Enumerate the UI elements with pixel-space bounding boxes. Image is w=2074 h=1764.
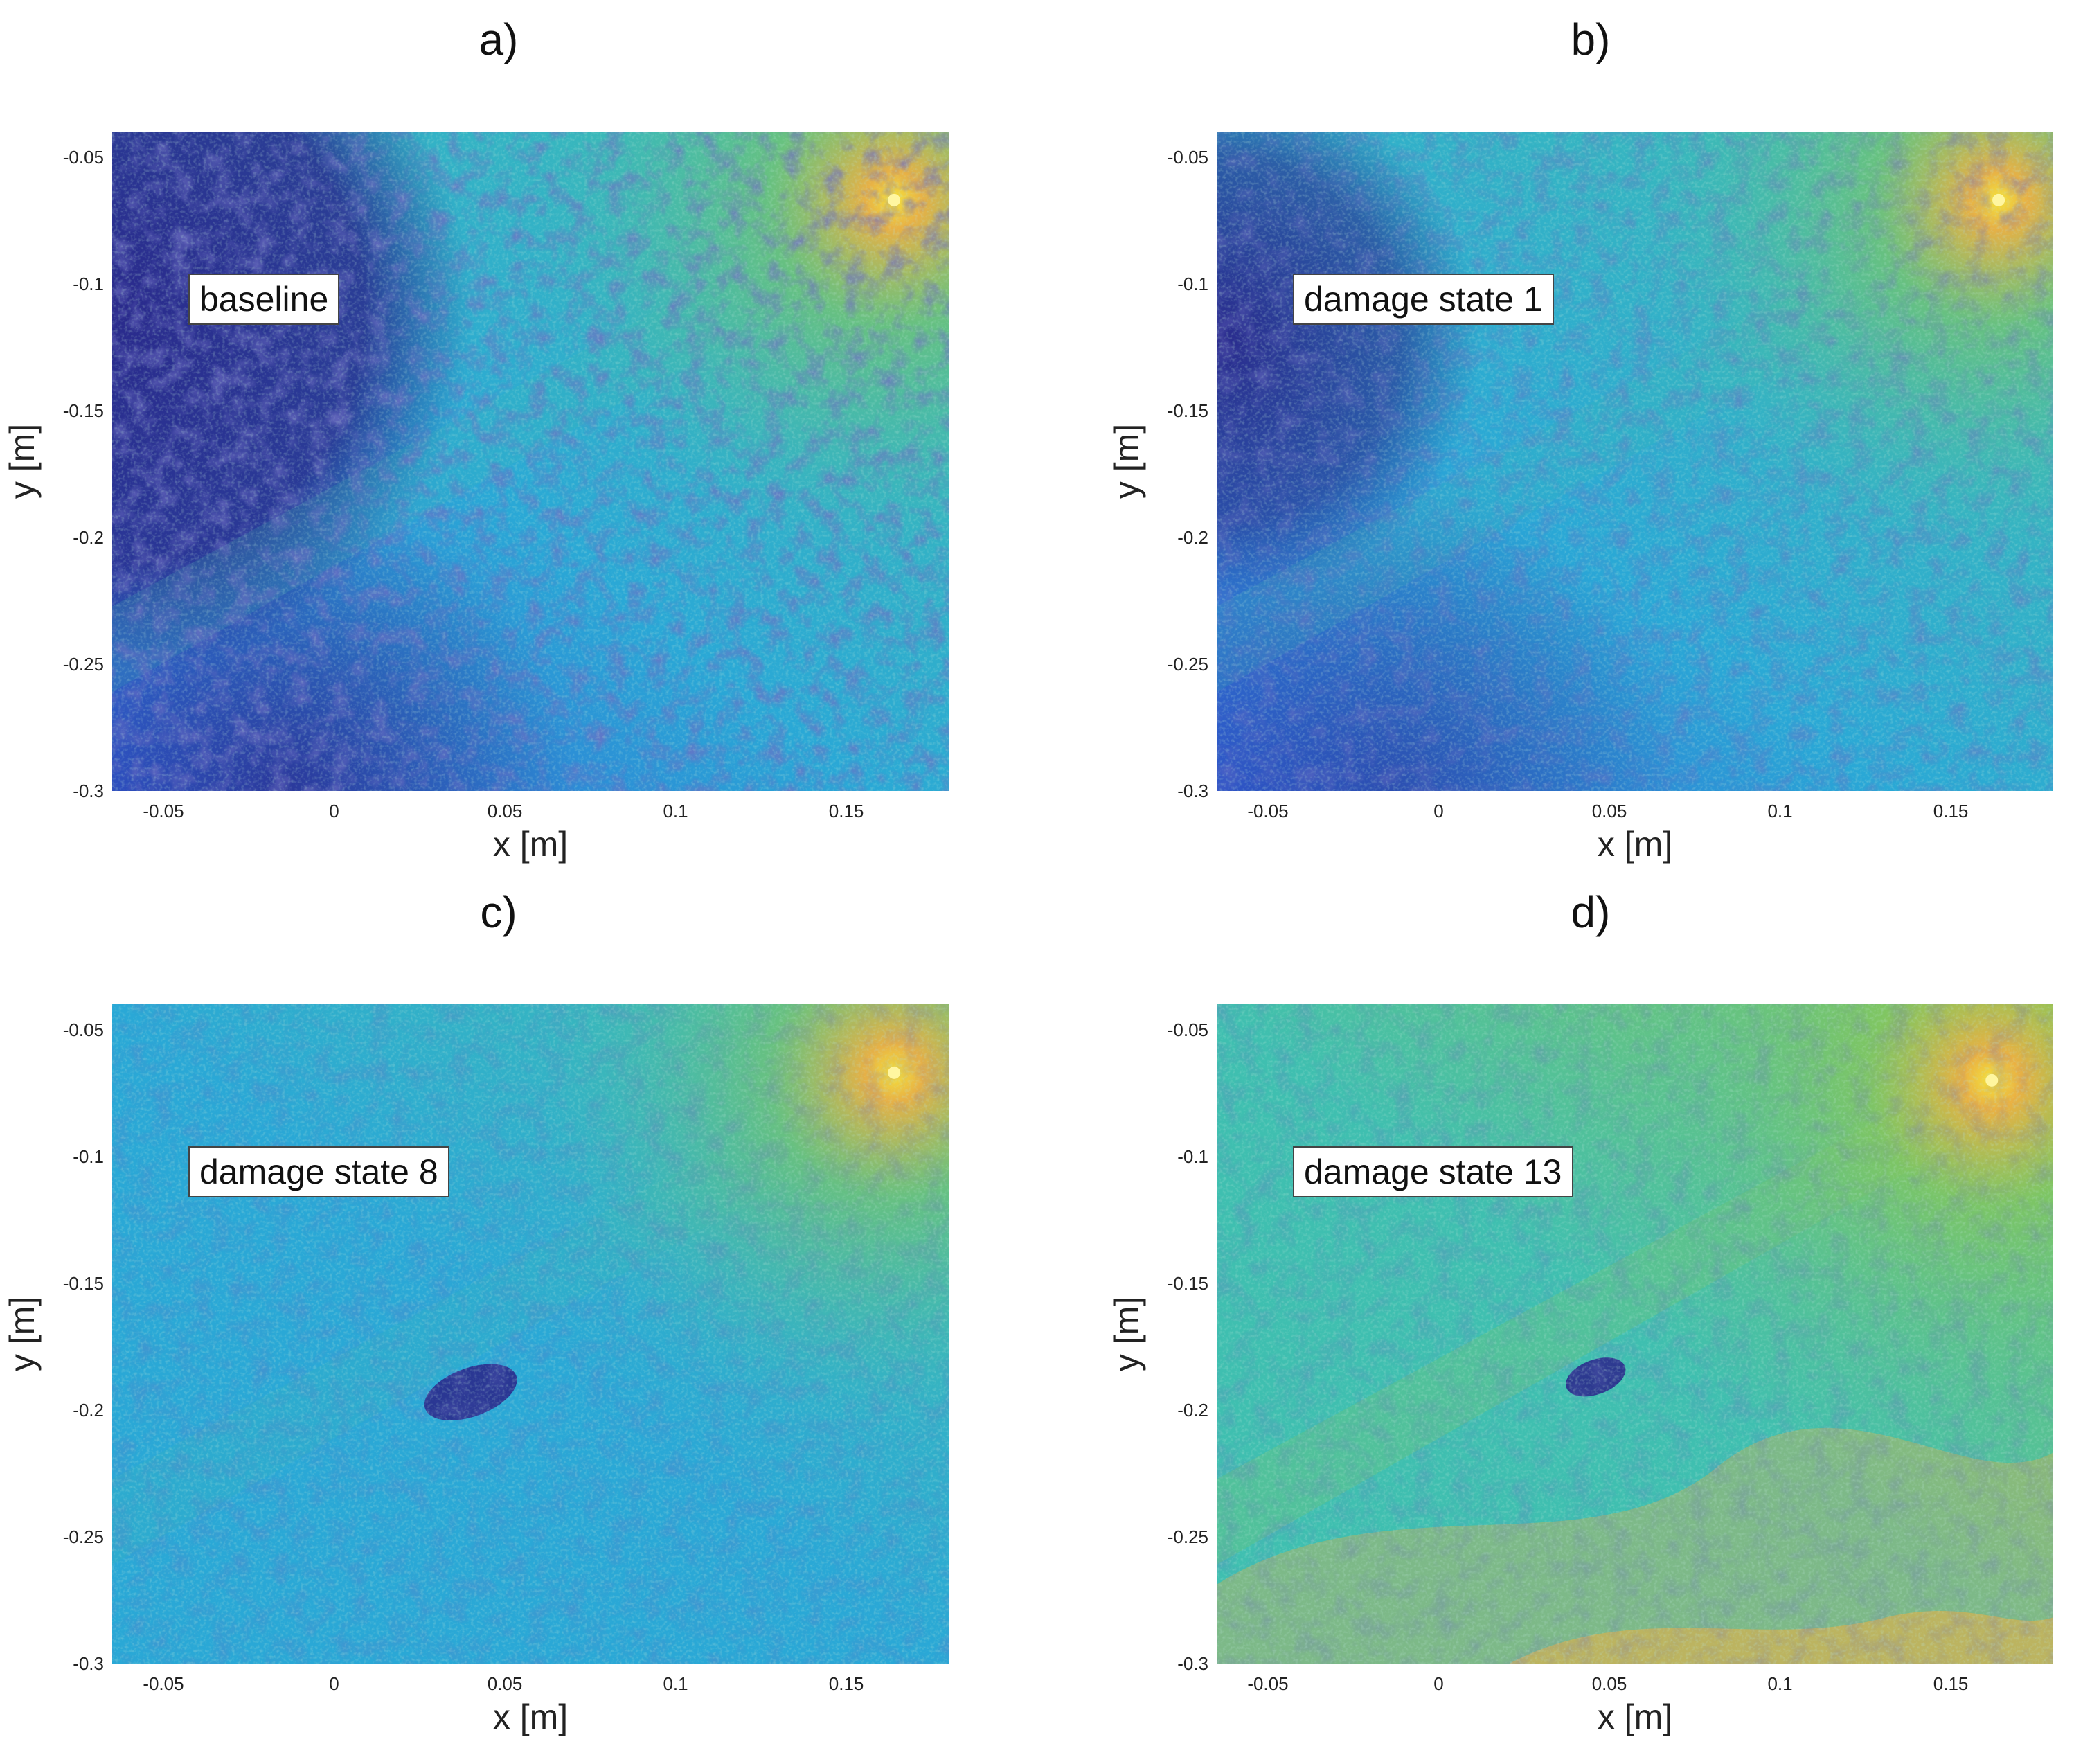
y-tick-label: -0.1 xyxy=(73,1146,104,1167)
heatmap-field xyxy=(112,1004,949,1664)
x-tick-label: 0.15 xyxy=(1933,1673,1969,1694)
heatmap-plot-area xyxy=(112,1004,949,1664)
y-tick-label: -0.25 xyxy=(1167,1526,1208,1547)
y-tick-label: -0.15 xyxy=(62,1272,104,1294)
x-tick-label: 0.15 xyxy=(828,801,864,821)
x-axis-label: x [m] xyxy=(1597,825,1673,864)
y-tick-label: -0.2 xyxy=(1177,526,1208,548)
y-tick-label: -0.15 xyxy=(62,400,104,421)
y-tick-label: -0.05 xyxy=(62,1019,104,1040)
x-tick-label: 0.1 xyxy=(1767,801,1793,821)
y-tick-label: -0.15 xyxy=(1167,1272,1208,1294)
x-axis-label: x [m] xyxy=(492,825,569,864)
x-tick-label: 0.15 xyxy=(828,1673,864,1694)
x-tick-label: 0.1 xyxy=(1767,1673,1793,1694)
y-tick-label: -0.2 xyxy=(73,1399,104,1420)
heatmap-field xyxy=(1217,1004,2053,1664)
y-tick-label: -0.1 xyxy=(1177,1146,1208,1167)
heatmap-field xyxy=(112,132,949,791)
heatmap-field xyxy=(1217,132,2053,791)
heatmap-plot-area xyxy=(1217,1004,2053,1664)
speckle-texture xyxy=(1217,132,2053,791)
y-tick-label: -0.2 xyxy=(1177,1399,1208,1420)
y-tick-label: -0.25 xyxy=(62,1526,104,1547)
source-point xyxy=(1985,1073,1999,1087)
x-tick-label: 0 xyxy=(1433,801,1444,821)
x-tick-label: 0.15 xyxy=(1933,801,1969,821)
heatmap-plot-area xyxy=(112,132,949,791)
source-point xyxy=(1992,193,2005,206)
speckle-texture xyxy=(1217,1004,2053,1664)
x-tick-label: -0.05 xyxy=(143,801,184,821)
x-tick-label: 0.1 xyxy=(663,801,688,821)
speckle-texture xyxy=(112,1004,949,1664)
x-tick-label: 0.05 xyxy=(487,801,523,821)
x-tick-label: 0.05 xyxy=(487,1673,523,1694)
y-tick-label: -0.25 xyxy=(62,653,104,675)
x-tick-label: 0 xyxy=(329,1673,339,1694)
y-tick-label: -0.1 xyxy=(1177,273,1208,294)
y-tick-label: -0.1 xyxy=(73,273,104,294)
panel-label-b: b) xyxy=(1571,15,1611,64)
speckle-texture xyxy=(112,132,949,791)
y-tick-label: -0.25 xyxy=(1167,653,1208,675)
source-point xyxy=(888,1066,901,1079)
x-tick-label: 0.05 xyxy=(1591,1673,1627,1694)
annotation-label: damage state 1 xyxy=(1293,274,1554,325)
x-axis-label: x [m] xyxy=(492,1698,569,1736)
annotation-label: damage state 8 xyxy=(188,1146,449,1197)
y-tick-label: -0.3 xyxy=(73,781,104,801)
y-tick-label: -0.15 xyxy=(1167,400,1208,421)
x-tick-label: -0.05 xyxy=(1247,801,1289,821)
heatmap-plot-area xyxy=(1217,132,2053,791)
y-axis-label: y [m] xyxy=(3,1296,42,1372)
x-tick-label: 0.1 xyxy=(663,1673,688,1694)
y-tick-label: -0.3 xyxy=(1177,781,1208,801)
source-point xyxy=(888,193,901,206)
x-axis-label: x [m] xyxy=(1597,1698,1673,1736)
y-tick-label: -0.05 xyxy=(62,146,104,168)
x-tick-label: 0 xyxy=(1433,1673,1444,1694)
panel-label-d: d) xyxy=(1571,887,1611,937)
y-tick-label: -0.3 xyxy=(1177,1653,1208,1674)
x-tick-label: 0 xyxy=(329,801,339,821)
x-tick-label: -0.05 xyxy=(1247,1673,1289,1694)
y-tick-label: -0.05 xyxy=(1167,1019,1208,1040)
x-tick-label: 0.05 xyxy=(1591,801,1627,821)
x-tick-label: -0.05 xyxy=(143,1673,184,1694)
annotation-label: damage state 13 xyxy=(1293,1146,1573,1197)
y-tick-label: -0.2 xyxy=(73,526,104,548)
panel-label-a: a) xyxy=(479,15,519,64)
y-axis-label: y [m] xyxy=(3,423,42,499)
annotation-label: baseline xyxy=(188,274,340,325)
y-tick-label: -0.3 xyxy=(73,1653,104,1674)
y-tick-label: -0.05 xyxy=(1167,146,1208,168)
y-axis-label: y [m] xyxy=(1107,423,1146,499)
panel-label-c: c) xyxy=(480,887,517,937)
y-axis-label: y [m] xyxy=(1107,1296,1146,1372)
